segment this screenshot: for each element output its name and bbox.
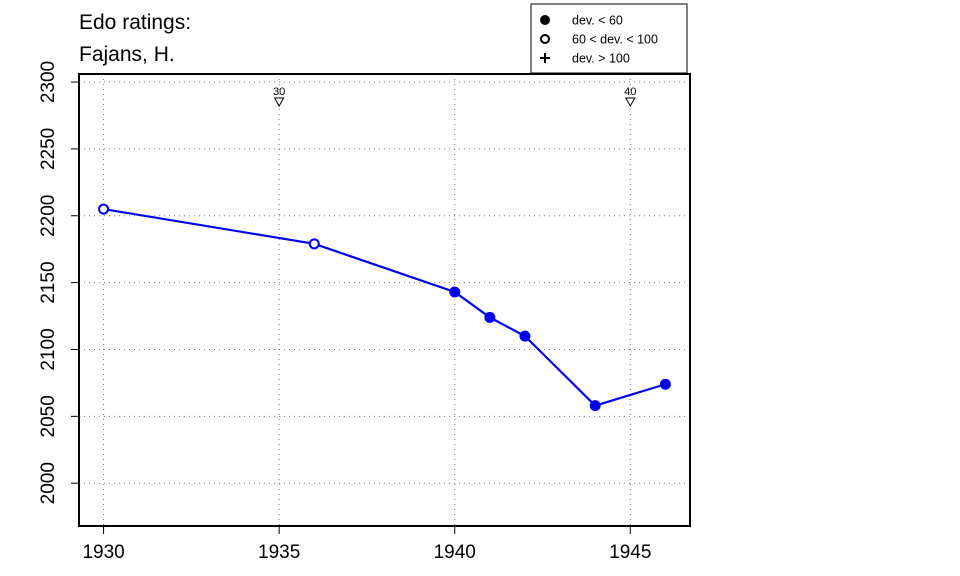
series-layer <box>98 203 671 412</box>
plot-frame <box>78 73 691 527</box>
y-tick-label: 2100 <box>38 328 59 370</box>
x-tick-label: 1930 <box>82 542 124 563</box>
legend-label: 60 < dev. < 100 <box>572 33 658 47</box>
legend-marker-plus <box>540 53 550 63</box>
y-tick-label: 2200 <box>38 195 59 237</box>
x-axis: 1930 1935 1940 1945 <box>82 526 651 563</box>
y-tick-label: 2300 <box>38 61 59 103</box>
y-tick-label: 2000 <box>38 462 59 504</box>
chart-title: Edo ratings: Fajans, H. <box>79 11 191 66</box>
data-point-open <box>308 238 320 250</box>
data-point-open <box>98 203 110 215</box>
legend-label: dev. < 60 <box>572 14 623 28</box>
data-point-filled <box>449 286 461 298</box>
grid-lines <box>79 74 690 526</box>
data-point-filled <box>519 330 531 342</box>
y-tick-label: 2250 <box>38 128 59 170</box>
y-tick-label: 2050 <box>38 395 59 437</box>
x-tick-label: 1935 <box>258 542 300 563</box>
legend-label: dev. > 100 <box>572 52 630 66</box>
data-point-filled <box>484 311 496 323</box>
rating-line <box>103 207 666 407</box>
legend: dev. < 60 60 < dev. < 100 dev. > 100 <box>530 3 688 74</box>
age-marker-label: 40 <box>624 86 636 98</box>
data-point-filled <box>589 400 601 412</box>
age-marker-label: 30 <box>273 86 285 98</box>
chart-title-line-2: Fajans, H. <box>79 43 175 66</box>
legend-marker-open-circle <box>540 34 550 44</box>
x-tick-label: 1940 <box>434 542 476 563</box>
chart-title-line-1: Edo ratings: <box>79 11 191 34</box>
legend-marker-filled-circle <box>540 15 550 25</box>
data-point-filled <box>659 378 671 390</box>
x-tick-label: 1945 <box>609 542 651 563</box>
y-tick-label: 2150 <box>38 261 59 303</box>
legend-box <box>530 3 688 74</box>
age-marker-triangle <box>273 97 285 108</box>
age-marker-triangle <box>624 97 636 108</box>
y-axis: 2000 2050 2100 2150 2200 2250 2300 <box>38 61 79 504</box>
age-markers: 30 40 <box>273 86 636 108</box>
